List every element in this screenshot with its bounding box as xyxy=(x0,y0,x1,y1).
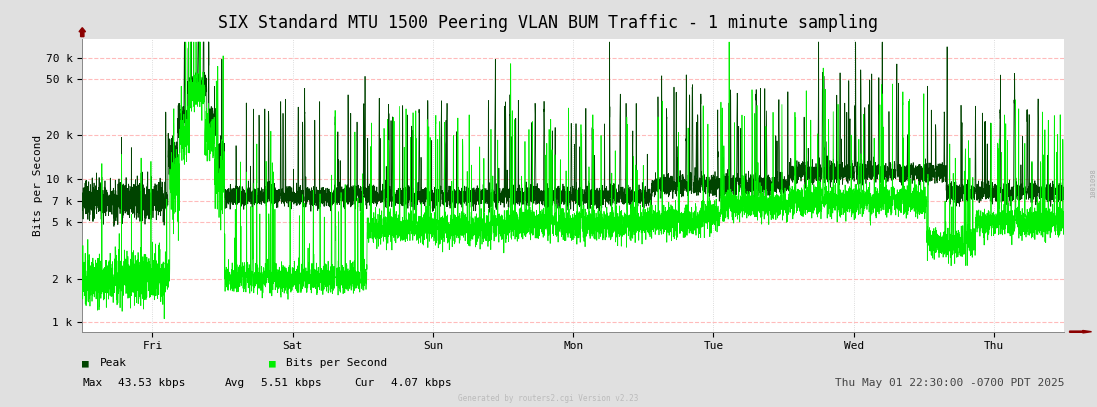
Text: ■: ■ xyxy=(82,358,89,368)
Text: Peak: Peak xyxy=(100,358,127,368)
Text: SIX Standard MTU 1500 Peering VLAN BUM Traffic - 1 minute sampling: SIX Standard MTU 1500 Peering VLAN BUM T… xyxy=(218,14,879,32)
Text: Max: Max xyxy=(82,378,102,387)
Text: Cur: Cur xyxy=(354,378,374,387)
Text: Thu May 01 22:30:00 -0700 PDT 2025: Thu May 01 22:30:00 -0700 PDT 2025 xyxy=(835,378,1064,387)
Y-axis label: Bits per Second: Bits per Second xyxy=(33,135,43,236)
Text: 5.51 kbps: 5.51 kbps xyxy=(261,378,321,387)
Text: 1001098: 1001098 xyxy=(1090,168,1096,198)
Text: ■: ■ xyxy=(269,358,275,368)
Text: 4.07 kbps: 4.07 kbps xyxy=(391,378,451,387)
Text: Avg: Avg xyxy=(225,378,245,387)
Text: 43.53 kbps: 43.53 kbps xyxy=(118,378,186,387)
Text: Generated by routers2.cgi Version v2.23: Generated by routers2.cgi Version v2.23 xyxy=(459,394,638,403)
Text: Bits per Second: Bits per Second xyxy=(286,358,387,368)
